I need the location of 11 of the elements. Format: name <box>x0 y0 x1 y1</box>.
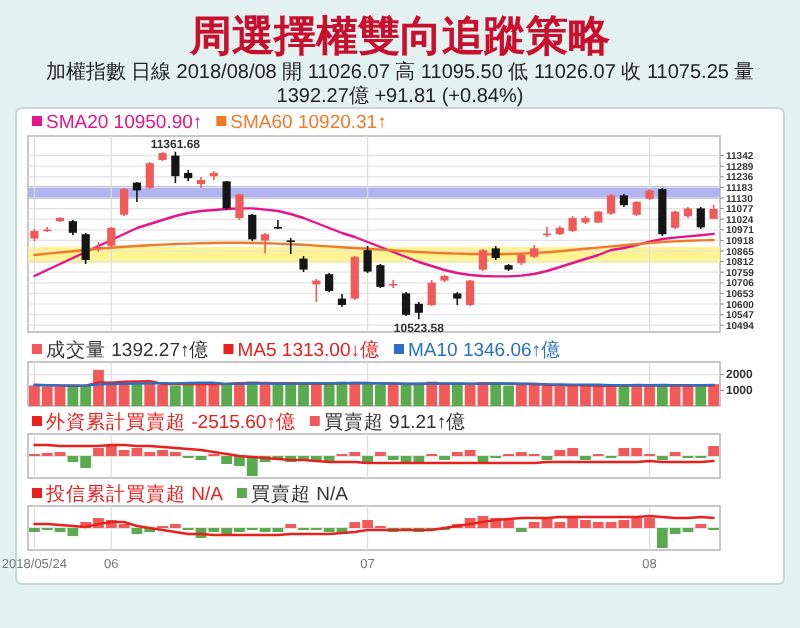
chart-subtitle: 加權指數 日線 2018/08/08 開 11026.07 高 11095.50 低 11026.07 收 11075.25 量 1392.27億 +91.81 (+0.84%) <box>45 60 755 108</box>
legend-label: 買賣超 91.21↑億 <box>323 410 467 434</box>
legend-label: 投信累計買賣超 N/A <box>44 482 225 506</box>
legend-label: SMA20 10950.90↑ <box>46 112 203 134</box>
legend-label: MA10 1346.06↑億 <box>408 338 562 362</box>
legend-label: 買賣超 N/A <box>250 482 350 506</box>
legend-label: SMA60 10920.31↑ <box>230 112 387 134</box>
chart-title: 周選擇權雙向追蹤策略 <box>188 10 612 60</box>
legend-label: 成交量 1392.27↑億 <box>46 338 210 362</box>
legend-label: 外資累計買賣超 -2515.60↑億 <box>46 410 296 434</box>
legend-label: MA5 1313.00↓億 <box>237 338 380 362</box>
